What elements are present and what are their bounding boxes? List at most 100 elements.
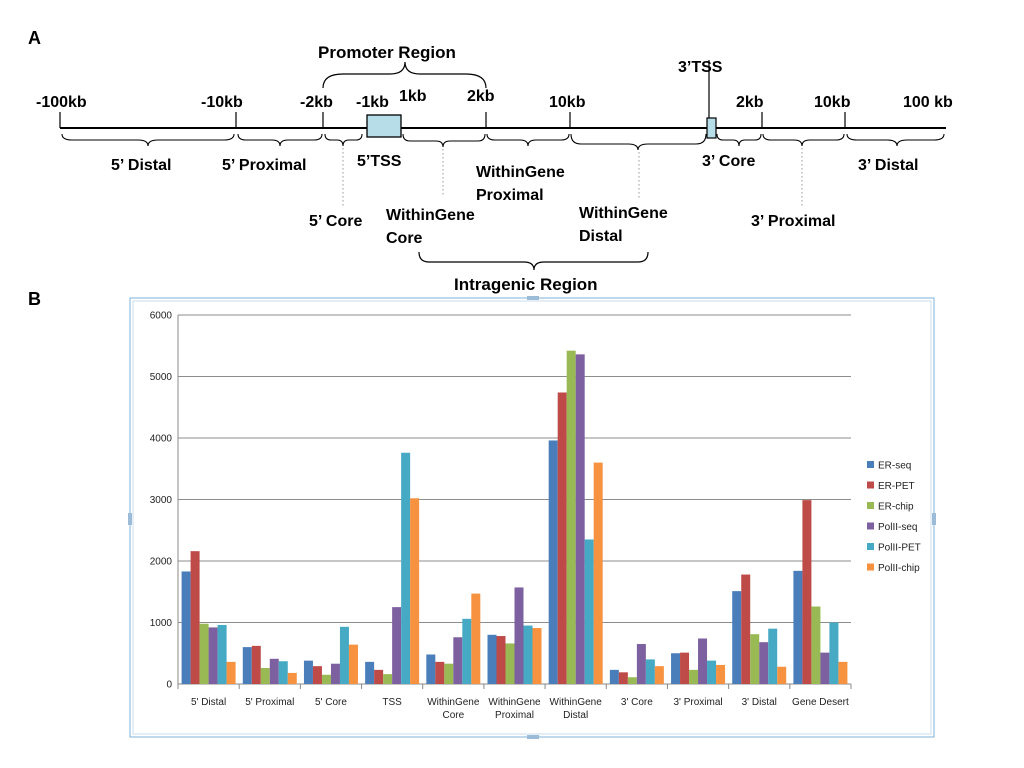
promoter-region-label: Promoter Region [318,43,456,62]
legend-swatch [867,522,874,530]
bar-polii-chip [287,672,297,684]
bar-er-chip [750,634,760,684]
y-tick-label: 5000 [150,372,173,383]
tick-p10kb: 10kb [549,94,586,111]
label-wg-core-2: Core [386,230,423,247]
bar-polii-pet [829,622,839,684]
bar-er-seq [365,661,375,684]
bar-polii-chip [410,498,420,684]
legend: ER-seq ER-PET ER-chip PolII-seq PolII-PET Pol… [867,461,921,574]
label-5-core: 5’ Core [309,213,362,230]
bar-er-pet [741,574,751,684]
bar-er-chip [505,643,515,684]
promoter-brace [322,61,487,89]
bar-er-pet [435,661,445,684]
y-tick-label: 6000 [150,311,173,322]
legend-swatch [867,461,874,468]
bar-polii-seq [636,644,646,684]
bar-polii-pet [278,661,288,684]
bar-polii-chip [471,593,481,684]
bar-polii-chip [226,661,236,684]
bar-polii-pet [217,624,227,684]
legend-label: ER-chip [878,502,914,513]
label-3-distal: 3’ Distal [858,157,918,174]
tss5-box [366,114,402,138]
tss3-box [706,117,717,139]
bar-polii-pet [584,539,594,684]
label-3-proximal: 3’ Proximal [751,213,836,230]
bar-er-seq [609,669,619,684]
bar-er-pet [496,636,506,684]
bar-polii-chip [593,462,603,684]
bar-er-pet [802,500,812,684]
y-axis-ticks: 0 1000 2000 3000 4000 5000 6000 [150,311,173,691]
intragenic-region-label: Intragenic Region [454,275,598,294]
legend-label: ER-PET [878,481,915,492]
bar-er-pet [251,645,261,684]
region-braces [61,133,945,151]
bar-polii-pet [645,659,655,684]
bar-er-chip [383,674,393,684]
chart-frame-inner [132,300,932,735]
bar-polii-seq [392,607,402,684]
bar-er-seq [181,571,191,684]
bar-polii-pet [339,626,349,684]
bar-polii-pet [523,625,533,684]
bars [181,350,848,684]
chart-frame [129,297,935,738]
bar-polii-seq [759,642,769,684]
label-wg-core-1: WithinGene [386,207,475,224]
bar-polii-chip [838,661,848,684]
bar-polii-pet [768,628,778,684]
tick-r100kb: 100 kb [903,94,953,111]
bar-polii-seq [698,638,708,684]
bar-polii-seq [514,587,524,684]
x-tick-label: 5' Distal [191,697,226,708]
bar-polii-chip [716,664,726,684]
bar-er-seq [487,634,497,684]
legend-label: PolII-chip [878,563,920,574]
bar-polii-chip [532,628,542,684]
label-5-distal: 5’ Distal [111,157,171,174]
x-tick-label: WithinGene [550,697,603,708]
x-tick-label: 5' Proximal [245,697,294,708]
bar-er-chip [627,677,637,684]
tick-m2kb: -2kb [300,94,333,111]
bar-polii-chip [654,666,664,684]
x-tick-label: 3' Core [621,697,653,708]
bar-er-seq [548,440,558,684]
label-wg-distal-2: Distal [579,228,623,245]
tick-p2kb: 2kb [467,88,495,105]
gridlines [177,314,852,689]
bar-er-pet [312,666,322,684]
bar-er-chip [260,668,270,684]
tick-m10kb: -10kb [201,94,243,111]
legend-swatch [867,543,874,550]
legend-swatch [867,481,874,489]
bar-polii-pet [707,660,717,684]
bar-er-seq [671,653,681,684]
bar-er-seq [303,660,313,684]
bar-er-pet [190,551,200,684]
legend-swatch [867,502,874,509]
x-tick-label: Core [442,710,464,721]
tick-p1kb: 1kb [399,88,427,105]
tick-m100kb: -100kb [36,94,87,111]
bar-er-seq [732,591,742,684]
y-tick-label: 3000 [150,495,173,506]
bar-er-chip [689,669,699,684]
y-tick-label: 2000 [150,557,173,568]
x-tick-label: Proximal [495,710,534,721]
label-wg-proximal-2: Proximal [476,187,544,204]
bar-polii-seq [269,658,279,684]
panel-a-letter: A [28,28,41,48]
x-tick-label: Gene Desert [792,697,849,708]
frame-handles [128,296,936,739]
bar-polii-pet [462,618,472,684]
x-axis-labels: 5' Distal 5' Proximal 5' Core TSS WithinGene… [191,697,849,721]
label-5-tss: 5’TSS [357,153,402,170]
bar-er-chip [199,623,209,684]
tick-r2kb: 2kb [736,94,764,111]
bar-er-seq [426,654,436,684]
bar-er-chip [444,663,454,684]
